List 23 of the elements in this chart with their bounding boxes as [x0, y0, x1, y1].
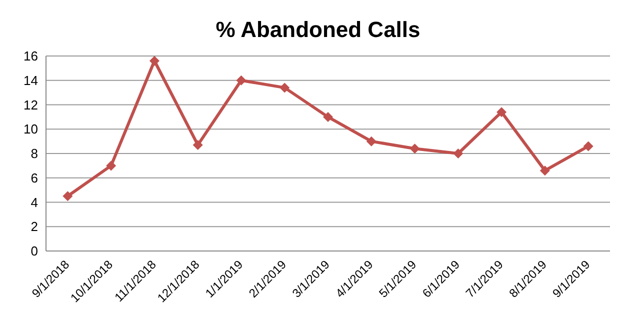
- y-tick-label: 8: [30, 146, 38, 162]
- point: [496, 107, 507, 118]
- point: [236, 75, 246, 86]
- chart-title: % Abandoned Calls: [214, 16, 422, 44]
- y-tick-label: 4: [30, 194, 38, 210]
- point: [280, 82, 290, 93]
- point: [323, 112, 333, 122]
- point: [583, 141, 594, 152]
- y-tick-label: 12: [24, 97, 38, 112]
- point: [453, 148, 464, 158]
- point: [192, 140, 203, 150]
- point: [149, 56, 160, 66]
- y-tick-label: 0: [30, 244, 38, 259]
- point: [106, 160, 116, 171]
- point: [62, 191, 73, 202]
- y-tick-label: 10: [24, 122, 38, 137]
- y-tick-label: 14: [24, 72, 38, 88]
- point: [540, 166, 550, 176]
- y-tick-label: 6: [30, 170, 38, 186]
- y-tick-label: 16: [24, 48, 38, 64]
- point: [410, 144, 420, 154]
- y-tick-label: 2: [30, 219, 38, 234]
- point: [366, 136, 376, 146]
